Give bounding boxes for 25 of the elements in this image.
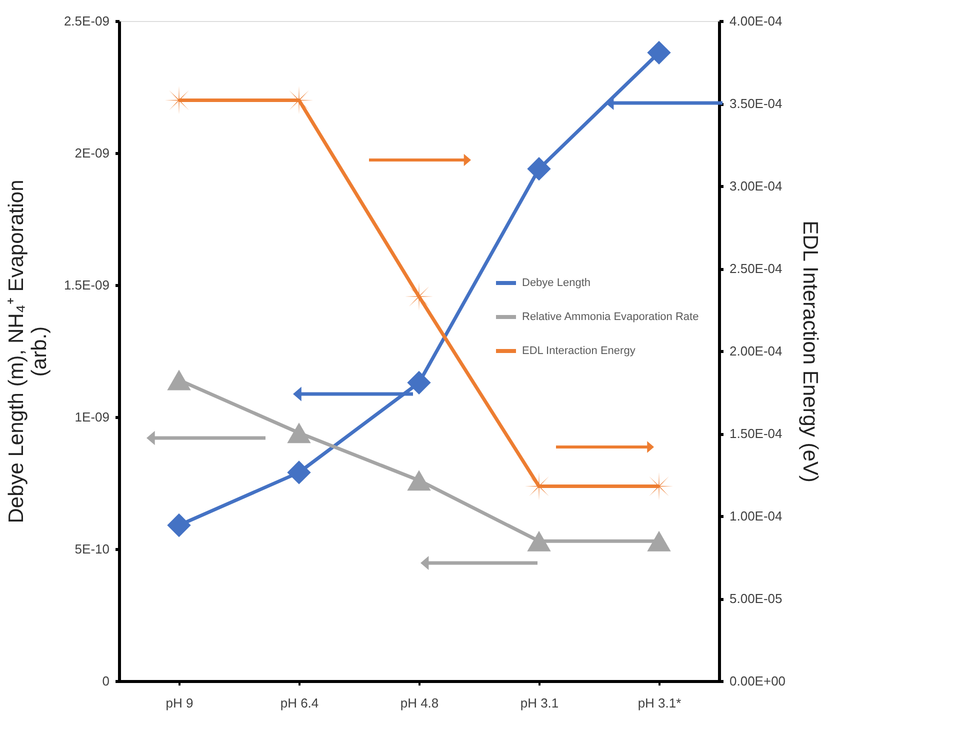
y-tick-label: 5E-10 [74,542,110,556]
y2-tick-label: 2.00E-04 [730,344,782,358]
y-tick-label: 0 [102,674,110,688]
legend-label: Relative Ammonia Evaporation Rate [522,311,699,323]
legend-label: EDL Interaction Energy [522,345,636,357]
y-tick-label: 2E-09 [74,146,110,160]
y-tick-label: 1E-09 [74,410,110,424]
x-tick-label: pH 6.4 [280,696,319,710]
x-tick-label: pH 4.8 [400,696,439,710]
y2-tick-label: 5.00E-05 [730,591,782,606]
y-tick-label: 2.5E-09 [64,14,110,28]
y2-tick-label: 1.50E-04 [730,426,782,441]
x-tick-label: pH 3.1 [520,696,559,710]
y2-tick-label: 3.50E-04 [730,96,782,111]
legend-label: Debye Length [522,277,590,289]
x-tick-label: pH 3.1* [638,696,682,710]
y-axis-title: Debye Length (m), NH₄⁺ Evaporation (arb.) [4,180,51,524]
y2-tick-label: 0.00E+00 [730,674,786,688]
y-tick-label: 1.5E-09 [64,278,110,292]
y2-tick-label: 1.00E-04 [730,508,782,524]
y2-tick-label: 4.00E-04 [730,14,782,28]
x-tick-label: pH 9 [166,696,194,710]
y2-axis-title: EDL Interaction Energy (eV) [798,220,822,482]
y2-tick-label: 3.00E-04 [730,178,782,194]
y2-tick-label: 2.50E-04 [730,261,782,276]
